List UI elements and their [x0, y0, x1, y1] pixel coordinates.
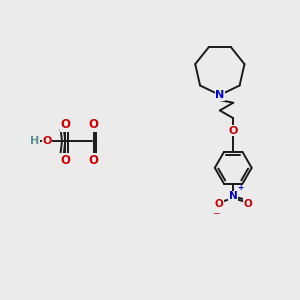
Text: −: − — [212, 208, 220, 217]
Text: +: + — [237, 183, 243, 192]
Text: O: O — [42, 136, 52, 146]
Text: O: O — [214, 199, 223, 209]
Text: O: O — [229, 126, 238, 136]
Text: N: N — [215, 90, 224, 100]
Text: O: O — [88, 154, 98, 167]
Text: N: N — [229, 191, 238, 201]
Text: H: H — [30, 136, 40, 146]
Text: O: O — [60, 118, 70, 131]
Text: O: O — [60, 154, 70, 167]
Text: O: O — [59, 153, 68, 163]
Text: O: O — [88, 118, 98, 131]
Text: O: O — [59, 119, 68, 129]
Text: O: O — [243, 199, 252, 209]
